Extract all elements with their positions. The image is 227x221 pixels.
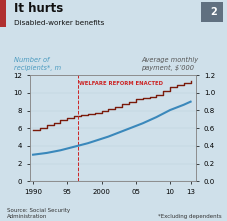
Text: *Excluding dependents: *Excluding dependents [157,214,220,219]
Text: Source: Social Security
Administration: Source: Social Security Administration [7,208,70,219]
Text: Number of
recipients*, m: Number of recipients*, m [14,57,61,71]
Text: WELFARE REFORM ENACTED: WELFARE REFORM ENACTED [79,81,162,86]
Text: It hurts: It hurts [14,2,63,15]
Text: Average monthly
payment, $’000: Average monthly payment, $’000 [141,57,198,71]
Text: Disabled-worker benefits: Disabled-worker benefits [14,20,104,26]
Text: 2: 2 [209,7,216,17]
